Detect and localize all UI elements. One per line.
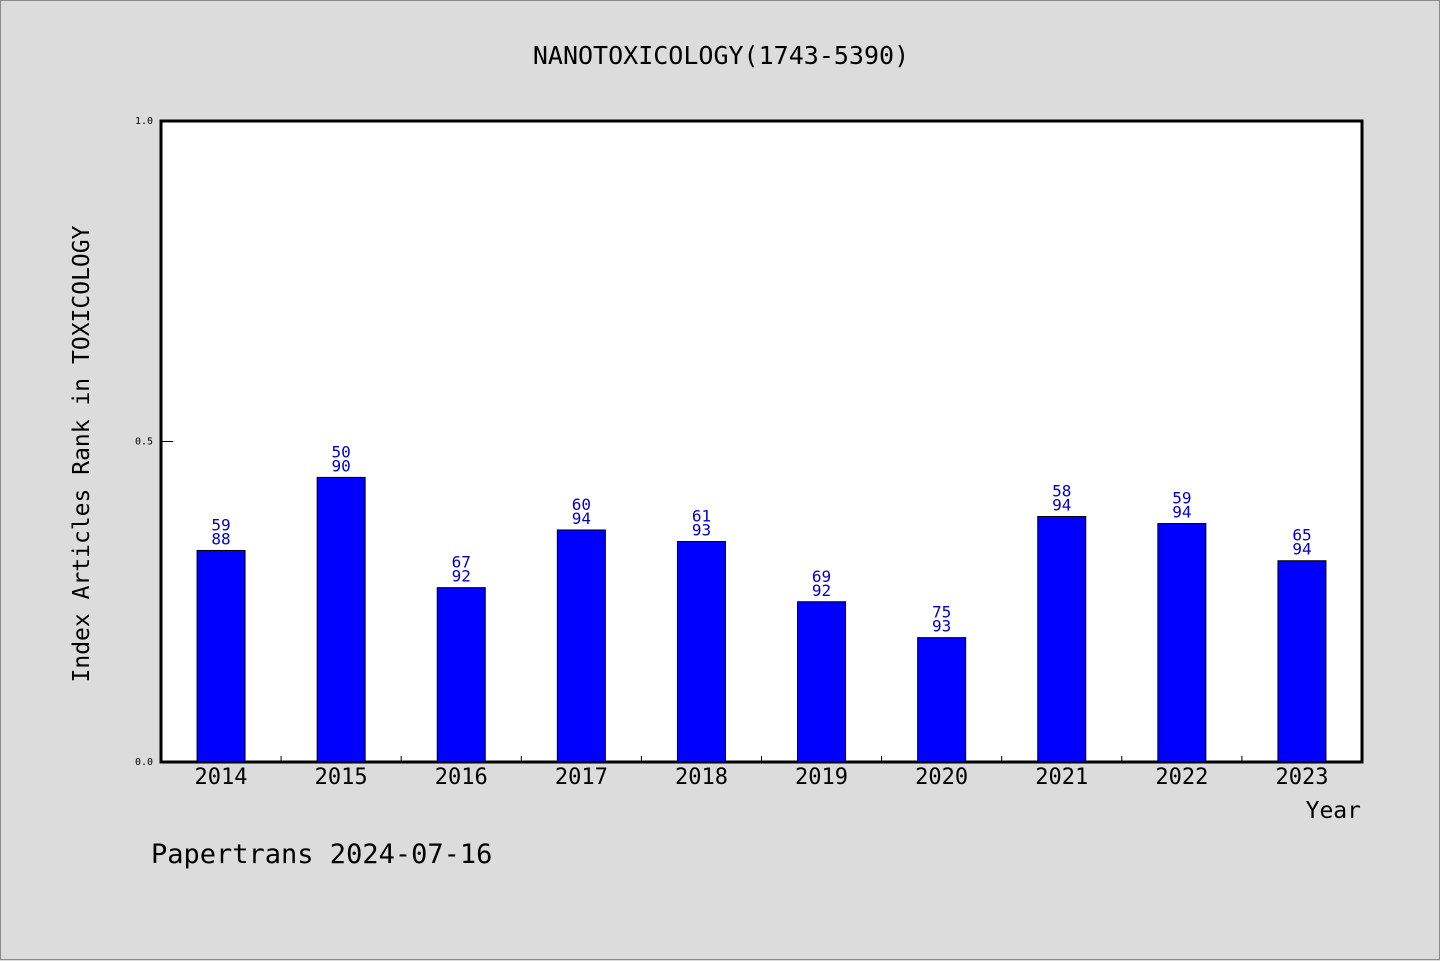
bar — [797, 601, 847, 763]
bar-rank-label: 59 — [1172, 489, 1191, 508]
y-axis-label: Index Articles Rank in TOXICOLOGY — [69, 225, 95, 682]
bar-total-label: 94 — [1172, 503, 1191, 522]
bar-total-label: 93 — [692, 520, 711, 539]
bar-total-label: 92 — [812, 581, 831, 600]
x-tick-label: 2022 — [1155, 765, 1208, 790]
bar — [1277, 560, 1327, 763]
x-tick-label: 2023 — [1275, 765, 1328, 790]
bar-series — [196, 476, 1327, 763]
bar — [556, 529, 606, 763]
bar-rank-label: 67 — [452, 553, 471, 572]
bar-total-label: 94 — [1052, 495, 1071, 514]
x-axis-label: Year — [1306, 798, 1361, 824]
bar-rank-label: 75 — [932, 603, 951, 622]
bar-total-label: 94 — [572, 509, 591, 528]
x-tick-label: 2019 — [795, 765, 848, 790]
x-tick-label: 2017 — [555, 765, 608, 790]
bar-rank-label: 58 — [1052, 481, 1071, 500]
y-tick-label: 1.0 — [135, 116, 153, 127]
x-tick-label: 2016 — [435, 765, 488, 790]
y-tick-label: 0.0 — [135, 757, 153, 768]
bar — [316, 476, 366, 763]
bar-rank-label: 61 — [692, 506, 711, 525]
x-tick-label: 2020 — [915, 765, 968, 790]
bar-rank-label: 50 — [332, 442, 351, 461]
bar — [917, 637, 967, 763]
footer-credit: Papertrans 2024-07-16 — [151, 839, 492, 870]
bar — [1037, 515, 1087, 763]
bar-rank-label: 69 — [812, 567, 831, 586]
bar-total-label: 94 — [1292, 540, 1311, 559]
y-axis: 0.0 0.5 1.0 — [135, 116, 173, 768]
bar-total-label: 88 — [211, 529, 230, 548]
x-tick-label: 2021 — [1035, 765, 1088, 790]
chart-title: NANOTOXICOLOGY(1743-5390) — [533, 41, 909, 70]
bar — [676, 540, 726, 763]
bar-rank-label: 59 — [211, 515, 230, 534]
bar-rank-label: 65 — [1292, 526, 1311, 545]
y-tick-label: 0.5 — [135, 437, 153, 448]
bar-rank-label: 60 — [572, 495, 591, 514]
bar-total-label: 90 — [332, 456, 351, 475]
x-tick-label: 2018 — [675, 765, 728, 790]
x-tick-label: 2015 — [315, 765, 368, 790]
x-axis: 2014 2015 2016 2017 2018 2019 2020 2021 2022 2023 — [195, 756, 1328, 790]
bar — [1157, 523, 1207, 763]
bar-total-label: 93 — [932, 617, 951, 636]
x-tick-label: 2014 — [195, 765, 248, 790]
bar — [436, 587, 486, 763]
bar — [196, 549, 246, 763]
bar-total-label: 92 — [452, 567, 471, 586]
